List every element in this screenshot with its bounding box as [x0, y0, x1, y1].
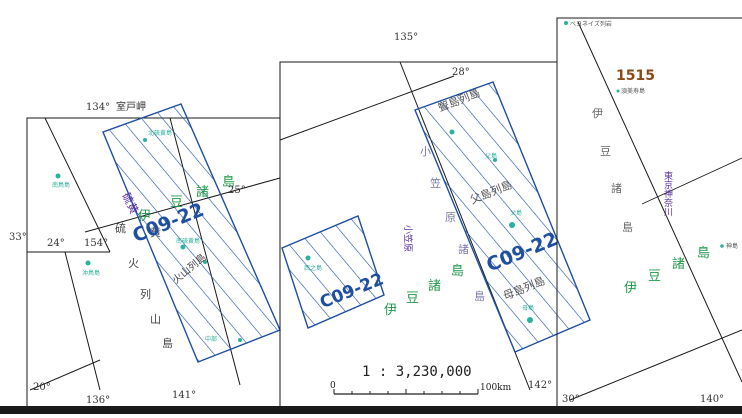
izu-char: 諸	[672, 256, 685, 272]
vertical-char: 硫	[115, 221, 126, 235]
island-marker	[55, 173, 61, 179]
bayonnaise-label: ベヨネイズ列岩	[570, 20, 612, 28]
scale-bar: 1 : 3,230,000 0 100km	[330, 364, 512, 395]
izu-char: 伊	[138, 209, 151, 224]
kazan-vertical-labels: 硫 火 列 山 島 黄	[115, 221, 173, 350]
left-panel: 南鳥島 沖鳥島 北硫黄島 南硫黄島 中部 硫 黄 伊 豆 諸 島 硫 火 列 山 …	[9, 100, 281, 409]
nanto-label: 南鳥島	[52, 181, 70, 189]
coord-136: 136°	[86, 395, 110, 406]
parallel-line	[569, 329, 742, 401]
grid-line	[641, 157, 742, 205]
vertical-char: 小	[420, 145, 431, 158]
vertical-char: 豆	[600, 145, 611, 158]
right-panel: ベヨネイズ列岩 1515 須美寿島 伊 豆 諸 島 東京神奈川 伊 豆 諸 島 …	[556, 17, 742, 409]
island-marker	[616, 89, 620, 93]
kitaiou-label: 北硫黄島	[148, 129, 172, 137]
parallel-line-lower	[29, 359, 101, 391]
island-marker	[493, 158, 497, 162]
izu-char: 伊	[624, 281, 637, 296]
scale-start: 0	[330, 381, 336, 391]
izu-char: 諸	[428, 278, 441, 294]
vertical-char: 島	[474, 289, 485, 303]
meridian-line	[44, 117, 111, 253]
izu-green-labels: 伊 豆 諸 島	[624, 246, 710, 296]
bottom-band	[0, 406, 742, 414]
izu-char: 島	[451, 264, 464, 279]
vertical-char: 笠	[430, 176, 441, 190]
izu-char: 豆	[648, 269, 661, 284]
coord-28: 28°	[452, 67, 470, 78]
muroto-label: 室戸岬	[116, 100, 146, 113]
izu-vertical-labels: 伊 豆 諸 島	[592, 107, 633, 234]
island-marker	[203, 260, 207, 264]
sheet-area	[102, 103, 281, 363]
vertical-char: 諸	[611, 181, 622, 195]
vertical-char: 山	[150, 313, 161, 326]
island-label: 父島	[485, 152, 497, 160]
ogasawara-vertical-labels: 小 笠 原 諸 島	[420, 145, 485, 303]
scale-end: 100km	[480, 383, 512, 393]
scale-ratio: 1 : 3,230,000	[362, 364, 472, 380]
coord-33: 33°	[9, 232, 27, 243]
izu-char: 島	[222, 175, 235, 190]
vertical-char: 伊	[592, 107, 603, 120]
sheet-number: 1515	[616, 68, 655, 84]
coord-20: 20°	[33, 382, 51, 393]
vertical-char: 原	[445, 211, 456, 224]
island-marker	[720, 244, 724, 248]
sheet-area	[281, 215, 385, 329]
parallel-line	[279, 75, 455, 141]
izu-char: 島	[697, 246, 710, 261]
coord-30: 30°	[562, 394, 580, 405]
kouzu-label: 神島	[726, 242, 738, 250]
tokyo-kanagawa-label: 東京神奈川	[662, 170, 673, 216]
minamiiou-label: 南硫黄島	[176, 237, 200, 245]
island-marker	[238, 338, 242, 342]
coord-24: 24°	[47, 238, 65, 249]
coord-154: 154°	[84, 238, 108, 249]
sumisu-label: 須美寿島	[621, 87, 645, 95]
vertical-char: 列	[140, 287, 151, 301]
vertical-char: 島	[622, 220, 633, 234]
izu-green-labels: 伊 豆 諸 島	[384, 264, 464, 318]
ogasawara-label: 小笠原	[402, 225, 414, 252]
island-marker	[180, 244, 186, 250]
coord-25: 25°	[228, 185, 246, 196]
vertical-char: 火	[128, 257, 139, 270]
coord-142: 142°	[528, 380, 552, 391]
island-marker	[564, 21, 568, 25]
island-label: 母島	[522, 304, 534, 312]
coord-134: 134°	[86, 102, 110, 113]
island-marker	[85, 260, 91, 266]
meridian-line-lower	[64, 251, 101, 391]
island-marker	[509, 222, 515, 228]
vertical-char: 黄	[150, 225, 161, 239]
vertical-char: 島	[162, 336, 173, 350]
coord-140: 140°	[700, 394, 724, 405]
nishinoshima-label: 西之島	[304, 264, 322, 272]
coord-141: 141°	[172, 390, 196, 401]
island-marker	[527, 317, 533, 323]
sheet-area	[414, 81, 591, 353]
meridian-line	[577, 21, 742, 383]
coord-135: 135°	[394, 32, 418, 43]
izu-char: 伊	[384, 303, 397, 318]
island-label: 中部	[205, 335, 217, 343]
island-marker	[449, 129, 455, 135]
izu-green-labels: 伊 豆 諸 島	[138, 175, 235, 224]
izu-char: 諸	[196, 184, 209, 200]
izu-char: 豆	[406, 291, 419, 306]
vertical-char: 諸	[458, 242, 469, 256]
island-label: 父島	[510, 209, 522, 217]
island-marker	[143, 138, 147, 142]
izu-char: 豆	[170, 195, 183, 210]
middle-panel: 聟島列島 父島列島 母島列島 父島 父島 母島 西之島 小 笠 原 諸 島 小笠…	[279, 32, 591, 409]
okinotori-label: 沖鳥島	[82, 269, 100, 277]
island-marker	[305, 255, 311, 261]
